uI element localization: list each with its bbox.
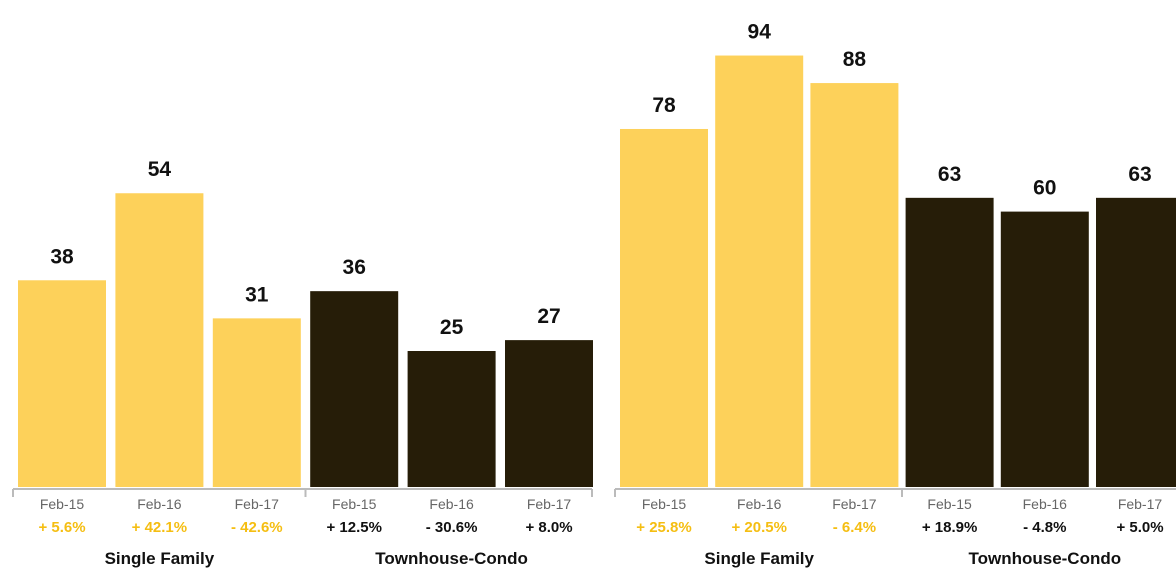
- x-tick-label: Feb-15: [927, 496, 972, 512]
- percent-change-label: - 6.4%: [833, 519, 876, 536]
- group-label: Single Family: [105, 549, 215, 568]
- percent-change-label: - 4.8%: [1023, 519, 1066, 536]
- x-tick-label: Feb-16: [1023, 496, 1068, 512]
- bar-value-label: 94: [748, 21, 772, 44]
- x-tick-label: Feb-15: [642, 496, 687, 512]
- percent-change-label: + 18.9%: [922, 519, 977, 536]
- bar: [407, 351, 496, 487]
- bar-value-label: 60: [1033, 177, 1056, 200]
- percent-change-label: + 42.1%: [132, 519, 187, 536]
- bar: [1096, 197, 1176, 487]
- x-tick-label: Feb-17: [832, 496, 877, 512]
- bar-value-label: 27: [537, 305, 560, 328]
- bar-value-label: 54: [148, 158, 172, 181]
- x-tick-label: Feb-15: [332, 496, 377, 512]
- percent-change-label: - 30.6%: [426, 519, 478, 536]
- percent-change-label: + 5.0%: [1116, 519, 1163, 536]
- bar-value-label: 31: [245, 283, 269, 306]
- x-tick-label: Feb-17: [1118, 496, 1163, 512]
- bar: [620, 128, 708, 488]
- bar-value-label: 38: [50, 245, 74, 268]
- bar-value-label: 78: [652, 94, 676, 117]
- percent-change-label: + 5.6%: [38, 519, 85, 536]
- x-tick-label: Feb-16: [429, 496, 474, 512]
- bar-value-label: 63: [1128, 163, 1151, 186]
- bar-value-label: 88: [843, 48, 867, 71]
- bar: [715, 55, 804, 487]
- group-label: Townhouse-Condo: [968, 549, 1121, 568]
- bar-value-label: 36: [343, 256, 366, 279]
- bar: [1000, 211, 1089, 487]
- x-tick-label: Feb-15: [40, 496, 85, 512]
- x-tick-label: Feb-17: [527, 496, 572, 512]
- bar: [505, 340, 593, 487]
- x-tick-label: Feb-16: [137, 496, 182, 512]
- bar-value-label: 25: [440, 316, 464, 339]
- percent-change-label: + 20.5%: [731, 519, 786, 536]
- percent-change-label: + 12.5%: [326, 519, 381, 536]
- bar-value-label: 63: [938, 163, 961, 186]
- bar: [810, 83, 899, 487]
- percent-change-label: + 25.8%: [636, 519, 691, 536]
- group-label: Single Family: [704, 549, 814, 568]
- bar: [310, 291, 399, 487]
- bar: [18, 280, 106, 487]
- group-label: Townhouse-Condo: [375, 549, 528, 568]
- bar: [212, 318, 301, 487]
- bar: [115, 193, 204, 488]
- x-tick-label: Feb-16: [737, 496, 782, 512]
- x-tick-label: Feb-17: [235, 496, 280, 512]
- bar: [905, 197, 994, 487]
- percent-change-label: - 42.6%: [231, 519, 283, 536]
- percent-change-label: + 8.0%: [525, 519, 572, 536]
